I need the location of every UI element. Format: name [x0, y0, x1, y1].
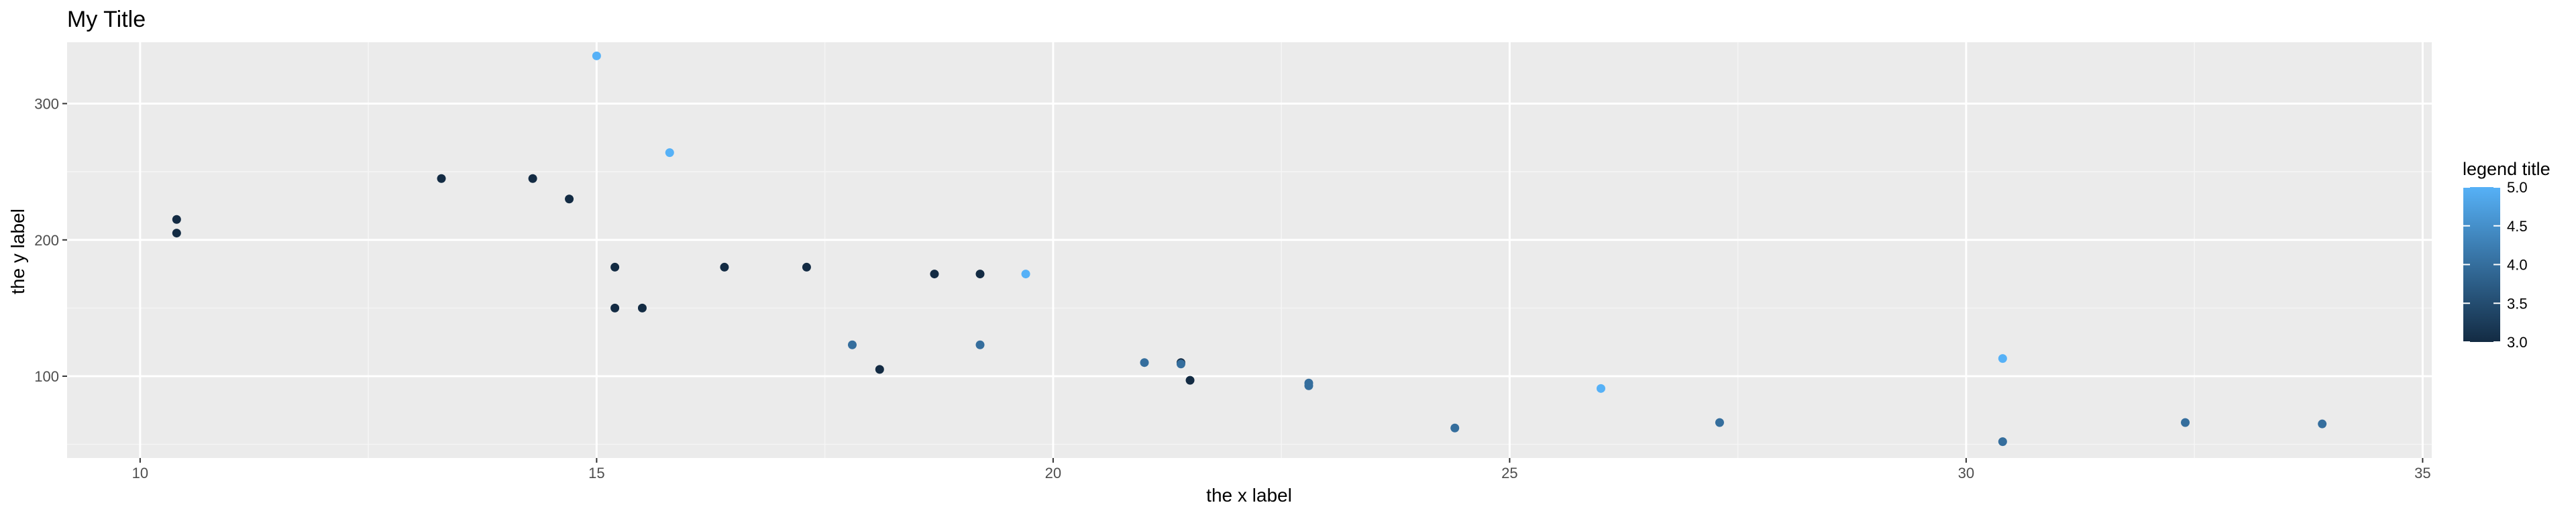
- y-tick-label: 200: [34, 232, 59, 249]
- data-point: [930, 270, 939, 279]
- data-point: [610, 303, 620, 312]
- data-point: [592, 51, 601, 60]
- legend-tick-label: 4.5: [2507, 218, 2528, 235]
- data-point: [1185, 376, 1195, 385]
- data-point: [875, 365, 884, 374]
- legend-tick-label: 3.0: [2507, 334, 2528, 351]
- panel-background: [67, 42, 2432, 458]
- data-point: [437, 174, 446, 183]
- y-tick-label: 100: [34, 368, 59, 385]
- legend-tick-label: 3.5: [2507, 295, 2528, 312]
- data-point: [172, 229, 181, 238]
- data-point: [1304, 378, 1313, 388]
- data-point: [1998, 437, 2007, 447]
- y-tick-label: 300: [34, 95, 59, 112]
- plot-panel: [67, 42, 2432, 458]
- legend-tick-label: 5.0: [2507, 179, 2528, 196]
- data-point: [1450, 423, 1460, 433]
- data-point: [637, 303, 647, 312]
- data-point: [2181, 418, 2190, 427]
- x-axis-ticks: 10 15 20 25 30 35: [132, 458, 2431, 481]
- data-point: [802, 262, 811, 272]
- data-point: [172, 215, 181, 224]
- data-point: [975, 340, 985, 349]
- x-tick-label: 30: [1958, 465, 1974, 481]
- data-point: [665, 148, 674, 158]
- data-point: [975, 270, 985, 279]
- data-point: [847, 340, 857, 349]
- data-point: [1998, 354, 2007, 363]
- x-tick-label: 20: [1045, 465, 1061, 481]
- x-axis-title: the x label: [1206, 485, 1292, 506]
- data-point: [528, 174, 537, 183]
- x-tick-label: 15: [588, 465, 604, 481]
- x-tick-label: 35: [2414, 465, 2430, 481]
- y-axis-title: the y label: [7, 209, 28, 294]
- legend-tick-label: 4.0: [2507, 257, 2528, 274]
- data-point: [2318, 419, 2327, 428]
- data-point: [610, 262, 620, 272]
- data-points: [172, 51, 2327, 447]
- minor-gridlines: [67, 42, 2432, 458]
- data-point: [565, 194, 574, 204]
- legend-title: legend title: [2463, 159, 2551, 179]
- legend-ticks: 3.0 3.5 4.0 4.5 5.0: [2463, 179, 2528, 351]
- legend: legend title 3.0 3.5 4.0 4.5 5.0: [2463, 159, 2551, 351]
- data-point: [720, 262, 729, 272]
- x-tick-label: 10: [132, 465, 148, 481]
- data-point: [1021, 270, 1030, 279]
- data-point: [1140, 358, 1149, 367]
- major-gridlines: [67, 42, 2432, 458]
- data-point: [1596, 384, 1605, 393]
- chart-title: My Title: [67, 7, 146, 32]
- x-tick-label: 25: [1501, 465, 1517, 481]
- data-point: [1176, 359, 1185, 369]
- y-axis-ticks: 100 200 300: [34, 95, 67, 385]
- data-point: [1715, 418, 1724, 427]
